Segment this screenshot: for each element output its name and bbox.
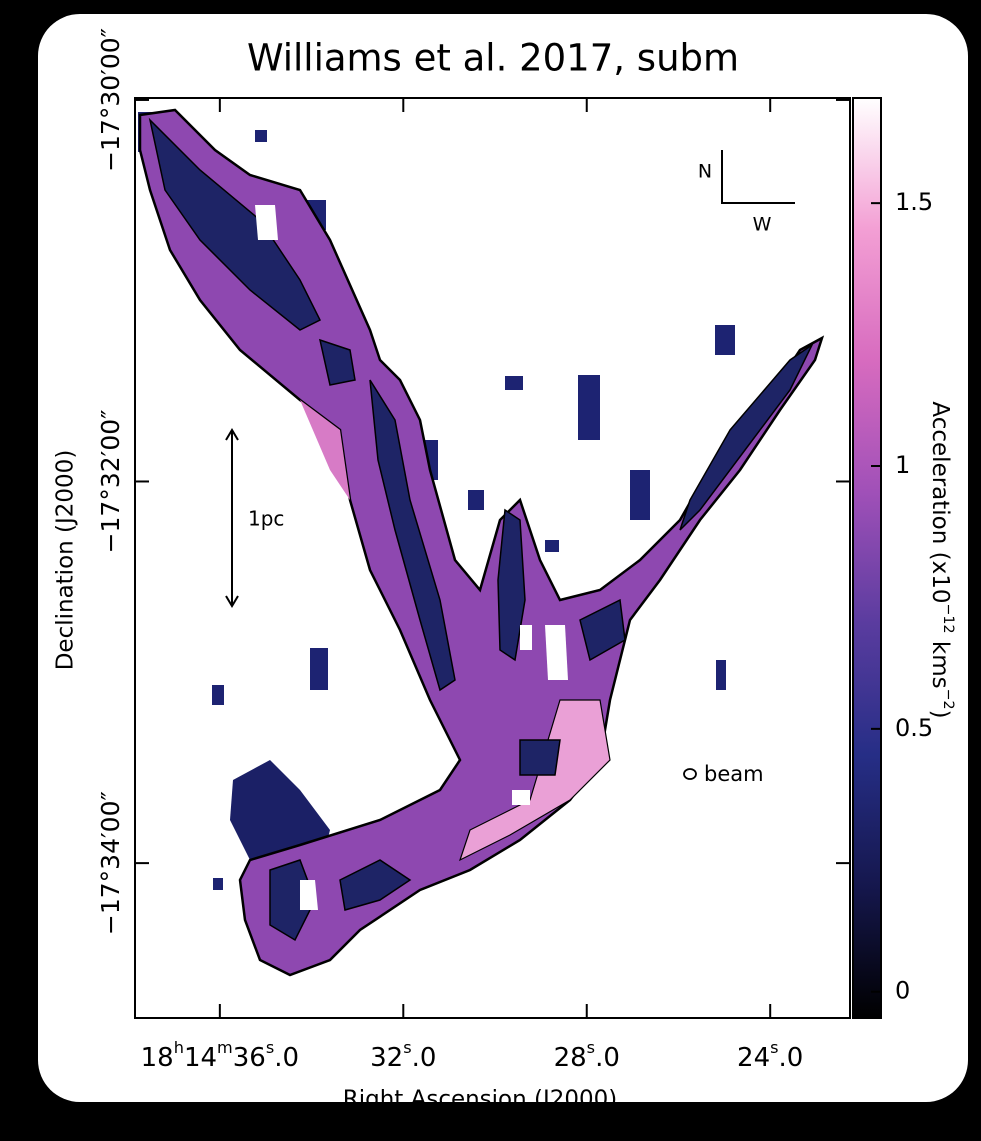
page: Williams et al. 2017, subm bbox=[0, 0, 981, 1137]
colorbar-label-part: −12 bbox=[940, 603, 956, 633]
x-tick-label-part: .0 bbox=[412, 1043, 437, 1073]
beam-label: beam bbox=[704, 762, 764, 786]
scale-bar-label: 1pc bbox=[248, 507, 284, 531]
x-tick-label-part: 32 bbox=[370, 1043, 403, 1073]
x-tick-label-part: .0 bbox=[274, 1043, 299, 1073]
colorbar-tick-label: 0 bbox=[895, 977, 910, 1005]
chart-title: Williams et al. 2017, subm bbox=[247, 37, 739, 80]
y-tick-label: −17°32′00″ bbox=[96, 410, 125, 554]
colorbar bbox=[853, 98, 881, 1018]
x-tick-label-part: s bbox=[266, 1038, 274, 1057]
colorbar-tick-label: 1.5 bbox=[895, 188, 933, 216]
y-tick-label: −17°34′00″ bbox=[96, 791, 125, 935]
north-label: N bbox=[698, 161, 712, 183]
colorbar-label-part: kms bbox=[928, 634, 954, 689]
x-tick-label-part: s bbox=[587, 1038, 595, 1057]
x-tick-label-part: h bbox=[174, 1038, 184, 1057]
x-tick-label-part: .0 bbox=[779, 1043, 804, 1073]
figure: Williams et al. 2017, subm bbox=[0, 0, 981, 1137]
colorbar-label: Acceleration (x10−12 kms−2) bbox=[928, 401, 957, 718]
x-tick-label-part: 18 bbox=[141, 1043, 174, 1073]
x-tick-label-part: 36 bbox=[233, 1043, 266, 1073]
x-tick-label-part: 14 bbox=[184, 1043, 217, 1073]
x-tick-label-part: s bbox=[403, 1038, 411, 1057]
x-tick-label-part: m bbox=[217, 1038, 233, 1057]
colorbar-label-part: ) bbox=[928, 710, 954, 719]
x-tick-label-part: 28 bbox=[554, 1043, 587, 1073]
colorbar-tick-label: 1 bbox=[895, 451, 910, 479]
x-tick-label-part: 24 bbox=[737, 1043, 770, 1073]
colorbar-tick-label: 0.5 bbox=[895, 714, 933, 742]
x-tick-label-part: .0 bbox=[595, 1043, 620, 1073]
y-axis-label: Declination (J2000) bbox=[53, 450, 79, 671]
y-tick-label: −17°30′00″ bbox=[96, 28, 125, 172]
west-label: W bbox=[753, 214, 772, 236]
x-tick-label-part: s bbox=[770, 1038, 778, 1057]
x-axis-label: Right Ascension (J2000) bbox=[343, 1087, 618, 1113]
colorbar-label-part: Acceleration (x10 bbox=[928, 401, 954, 603]
colorbar-label-part: −2 bbox=[940, 689, 956, 710]
